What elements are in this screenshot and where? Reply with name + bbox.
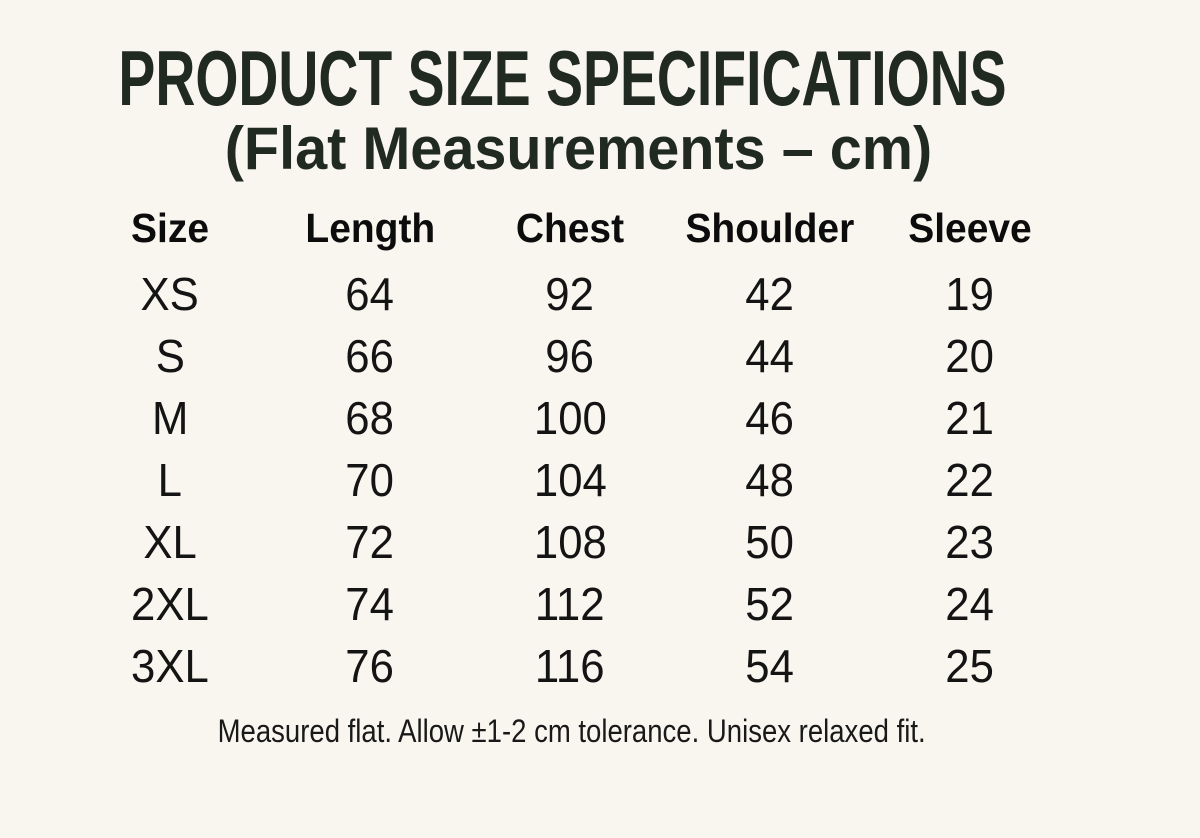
cell-sleeve: 19: [945, 268, 995, 320]
page-subtitle: (Flat Measurements – cm): [0, 118, 1178, 180]
tolerance-note-text: Measured flat. Allow ±1-2 cm tolerance. …: [218, 713, 926, 749]
cell-sleeve: 25: [945, 640, 995, 692]
cell-chest: 112: [535, 578, 605, 630]
size-spec-sheet: PRODUCT SIZE SPECIFICATIONS (Flat Measur…: [0, 38, 1200, 749]
cell-shoulder: 54: [745, 640, 795, 692]
cell-chest: 108: [533, 516, 607, 568]
tolerance-note: Measured flat. Allow ±1-2 cm tolerance. …: [0, 713, 1172, 749]
cell-shoulder: 52: [745, 578, 795, 630]
cell-length: 64: [345, 268, 395, 320]
cell-shoulder: 42: [745, 268, 795, 320]
cell-chest: 92: [545, 268, 595, 320]
cell-sleeve: 22: [945, 454, 995, 506]
cell-sleeve: 24: [945, 578, 995, 630]
cell-size: 3XL: [131, 640, 209, 692]
cell-size: XS: [140, 268, 200, 320]
page-title: PRODUCT SIZE SPECIFICATIONS: [0, 38, 1137, 118]
cell-sleeve: 23: [945, 516, 995, 568]
column-header-sleeve: Sleeve: [908, 204, 1032, 251]
cell-chest: 96: [545, 330, 595, 382]
column-header-size: Size: [131, 204, 209, 251]
cell-chest: 104: [533, 454, 607, 506]
cell-length: 66: [345, 330, 395, 382]
cell-sleeve: 21: [945, 392, 995, 444]
cell-length: 76: [345, 640, 395, 692]
cell-size: XL: [143, 516, 197, 568]
cell-shoulder: 44: [745, 330, 795, 382]
cell-size: 2XL: [131, 578, 209, 630]
cell-length: 72: [345, 516, 395, 568]
cell-shoulder: 50: [745, 516, 795, 568]
cell-length: 68: [345, 392, 395, 444]
cell-chest: 116: [535, 640, 605, 692]
cell-size: S: [155, 330, 185, 382]
column-header-length: Length: [305, 204, 435, 251]
cell-shoulder: 48: [745, 454, 795, 506]
page-title-text: PRODUCT SIZE SPECIFICATIONS: [118, 34, 1007, 122]
column-header-shoulder: Shoulder: [685, 204, 855, 251]
cell-shoulder: 46: [745, 392, 795, 444]
cell-size: M: [151, 392, 189, 444]
cell-length: 74: [345, 578, 395, 630]
cell-sleeve: 20: [945, 330, 995, 382]
cell-length: 70: [345, 454, 395, 506]
cell-size: L: [157, 454, 183, 506]
page-subtitle-text: (Flat Measurements – cm): [224, 115, 932, 182]
size-table: Size Length Chest Shoulder Sleeve XS 64 …: [70, 193, 1200, 697]
cell-chest: 100: [533, 392, 607, 444]
column-header-chest: Chest: [515, 204, 625, 251]
